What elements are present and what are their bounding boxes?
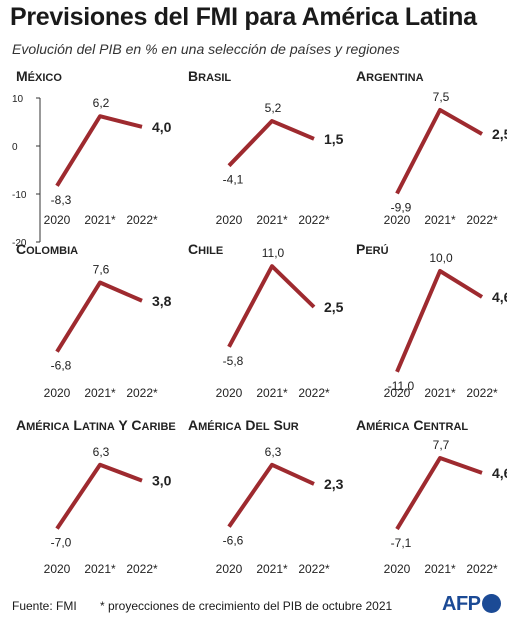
x-tick-label: 2022* xyxy=(126,386,158,400)
panel-title-chile: CHILE xyxy=(188,241,223,257)
panel-title-america-central: AMÉRICA CENTRAL xyxy=(356,417,468,433)
data-label-last: 2,3 xyxy=(324,476,344,492)
data-label: -7,1 xyxy=(391,536,412,550)
y-tick-label: -10 xyxy=(12,190,27,201)
series-line-brasil xyxy=(227,119,315,168)
data-label-last: 3,8 xyxy=(152,293,172,309)
series-line-america-del-sur xyxy=(227,462,315,528)
data-label-last: 4,6 xyxy=(492,465,507,481)
source-note: Fuente: FMI xyxy=(12,599,77,613)
footnote: * proyecciones de crecimiento del PIB de… xyxy=(100,599,393,613)
series-line-peru xyxy=(395,269,484,373)
data-label: -6,6 xyxy=(223,534,244,548)
x-tick-label: 2021* xyxy=(424,386,456,400)
x-tick-label: 2022* xyxy=(466,562,498,576)
x-tick-label: 2020 xyxy=(216,386,243,400)
x-tick-label: 2021* xyxy=(84,213,116,227)
series-line-argentina xyxy=(395,108,483,195)
x-tick-label: 2021* xyxy=(424,562,456,576)
series-line-america-central xyxy=(395,456,483,531)
panel-title-argentina: ARGENTINA xyxy=(356,68,424,84)
y-tick-label: -20 xyxy=(12,238,27,249)
data-label: -5,8 xyxy=(223,354,244,368)
panel-title-america-latina-y-caribe: AMÉRICA LATINA Y CARIBE xyxy=(16,417,176,433)
series-line-mexico xyxy=(55,114,143,187)
afp-logo-circle xyxy=(482,594,501,613)
x-tick-label: 2020 xyxy=(216,562,243,576)
data-label: 6,3 xyxy=(265,445,282,459)
panel-title-colombia: COLOMBIA xyxy=(16,241,78,257)
data-label: 7,6 xyxy=(93,263,110,277)
series-line-america-latina-y-caribe xyxy=(55,462,143,530)
x-tick-label: 2021* xyxy=(84,562,116,576)
x-tick-label: 2021* xyxy=(256,562,288,576)
x-tick-label: 2020 xyxy=(44,386,71,400)
data-label-last: 3,0 xyxy=(152,473,172,489)
chart-subtitle: Evolución del PIB en % en una selección … xyxy=(12,41,400,57)
x-tick-label: 2022* xyxy=(298,562,330,576)
data-label: -11,0 xyxy=(388,379,415,393)
data-label: 7,5 xyxy=(433,90,450,104)
x-tick-label: 2021* xyxy=(256,386,288,400)
data-label: 6,2 xyxy=(93,96,110,110)
data-label: -7,0 xyxy=(51,536,72,550)
x-tick-label: 2022* xyxy=(298,386,330,400)
afp-logo-text: AFP xyxy=(442,593,481,615)
afp-logo: AFP xyxy=(442,593,501,615)
x-tick-label: 2022* xyxy=(466,386,498,400)
x-tick-label: 2020 xyxy=(384,562,411,576)
x-tick-label: 2021* xyxy=(424,213,456,227)
data-label-last: 4,6 xyxy=(492,289,507,305)
data-label-last: 1,5 xyxy=(324,131,344,147)
data-label: 7,7 xyxy=(433,438,450,452)
panel-title-america-del-sur: AMÉRICA DEL SUR xyxy=(188,417,299,433)
y-tick-label: 0 xyxy=(12,142,18,153)
y-tick-label: 10 xyxy=(12,94,24,105)
data-label-last: 4,0 xyxy=(152,119,172,135)
data-label: 11,0 xyxy=(262,246,285,260)
series-line-chile xyxy=(227,264,316,348)
x-tick-label: 2020 xyxy=(384,213,411,227)
x-tick-label: 2022* xyxy=(126,562,158,576)
x-tick-label: 2020 xyxy=(44,562,71,576)
x-tick-label: 2020 xyxy=(384,386,411,400)
data-label-last: 2,5 xyxy=(324,299,344,315)
x-tick-label: 2021* xyxy=(256,213,288,227)
data-label: 10,0 xyxy=(429,251,453,265)
data-label: -6,8 xyxy=(51,359,72,373)
series-line-colombia xyxy=(55,280,143,353)
panel-title-brasil: BRASIL xyxy=(188,68,231,84)
data-label: 5,2 xyxy=(265,101,282,115)
x-tick-label: 2022* xyxy=(126,213,158,227)
panel-title-peru: PERÚ xyxy=(356,241,389,257)
x-tick-label: 2020 xyxy=(44,213,71,227)
chart-title: Previsiones del FMI para América Latina xyxy=(10,3,477,31)
data-label: -8,3 xyxy=(51,193,72,207)
x-tick-label: 2022* xyxy=(298,213,330,227)
data-label: -4,1 xyxy=(223,173,244,187)
panel-title-mexico: MÉXICO xyxy=(16,68,62,84)
data-label-last: 2,5 xyxy=(492,126,507,142)
data-label: -9,9 xyxy=(391,201,412,215)
x-tick-label: 2022* xyxy=(466,213,498,227)
x-tick-label: 2021* xyxy=(84,386,116,400)
x-tick-label: 2020 xyxy=(216,213,243,227)
data-label: 6,3 xyxy=(93,445,110,459)
